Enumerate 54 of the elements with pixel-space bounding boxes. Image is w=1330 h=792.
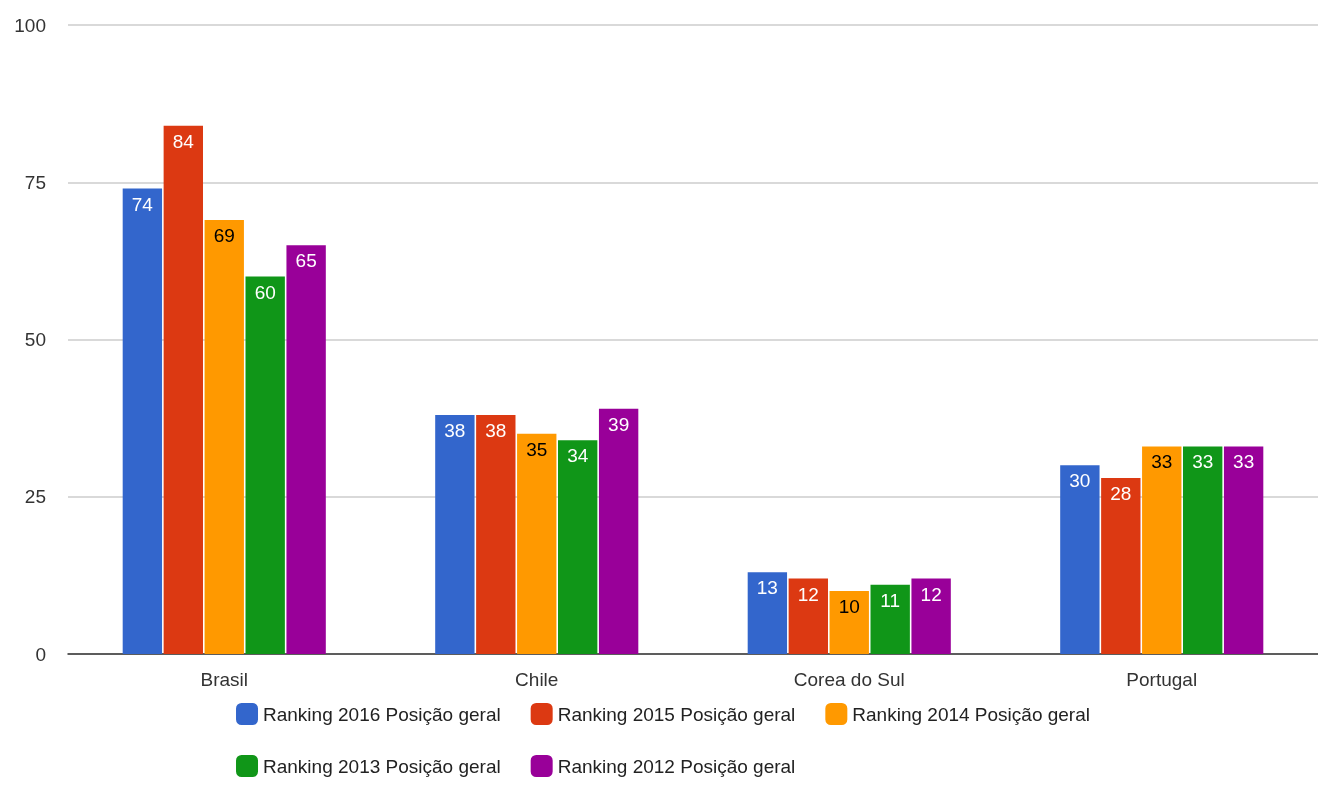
data-label: 35: [526, 438, 548, 460]
y-tick-label: 100: [14, 14, 46, 36]
data-label: 38: [485, 419, 507, 441]
bar: [1101, 477, 1141, 654]
bar: [1142, 446, 1182, 654]
bar: [122, 188, 163, 654]
x-tick-label: Chile: [515, 669, 559, 690]
bar: [286, 245, 326, 654]
bar: [517, 433, 557, 654]
bar: [911, 578, 951, 654]
legend-label: Ranking 2012 Posição geral: [557, 755, 796, 777]
data-label: 13: [756, 577, 778, 599]
data-label: 33: [1192, 451, 1214, 473]
bar: [747, 572, 788, 654]
data-label: 34: [567, 445, 589, 467]
legend-label: Ranking 2015 Posição geral: [557, 703, 796, 725]
data-label: 33: [1151, 451, 1173, 473]
data-label: 65: [295, 250, 317, 272]
data-label: 60: [254, 281, 276, 303]
bar: [1060, 465, 1100, 654]
data-label: 10: [838, 596, 860, 618]
data-label: 12: [920, 583, 942, 605]
bar: [476, 414, 516, 654]
data-label: 33: [1233, 451, 1255, 473]
data-label: 11: [880, 589, 901, 611]
bar: [204, 219, 244, 654]
legend-label: Ranking 2013 Posição geral: [263, 755, 501, 777]
bar: [1223, 446, 1264, 654]
data-label: 28: [1110, 482, 1132, 504]
bar: [558, 440, 598, 654]
y-tick-label: 25: [24, 486, 46, 508]
bar: [245, 276, 285, 654]
data-label: 12: [797, 583, 819, 605]
bar: [598, 408, 639, 654]
data-label: 38: [444, 419, 466, 441]
data-label: 30: [1069, 470, 1091, 492]
data-label: 74: [131, 193, 154, 215]
x-tick-label: Corea do Sul: [793, 669, 905, 690]
bar: [1183, 446, 1223, 654]
x-tick-label: Brasil: [200, 669, 249, 690]
bar: [435, 414, 475, 654]
data-label: 39: [608, 413, 630, 435]
bar: [829, 591, 869, 654]
bar: [163, 125, 203, 654]
y-tick-label: 0: [35, 643, 46, 665]
x-tick-label: Portugal: [1126, 669, 1198, 690]
bar: [870, 584, 910, 654]
data-label: 69: [213, 224, 235, 246]
bar: [788, 578, 828, 654]
legend-label: Ranking 2016 Posição geral: [263, 703, 501, 725]
y-tick-label: 50: [24, 329, 46, 350]
data-label: 84: [172, 130, 195, 152]
legend-label: Ranking 2014 Posição geral: [852, 703, 1090, 725]
y-tick-label: 75: [24, 171, 46, 193]
